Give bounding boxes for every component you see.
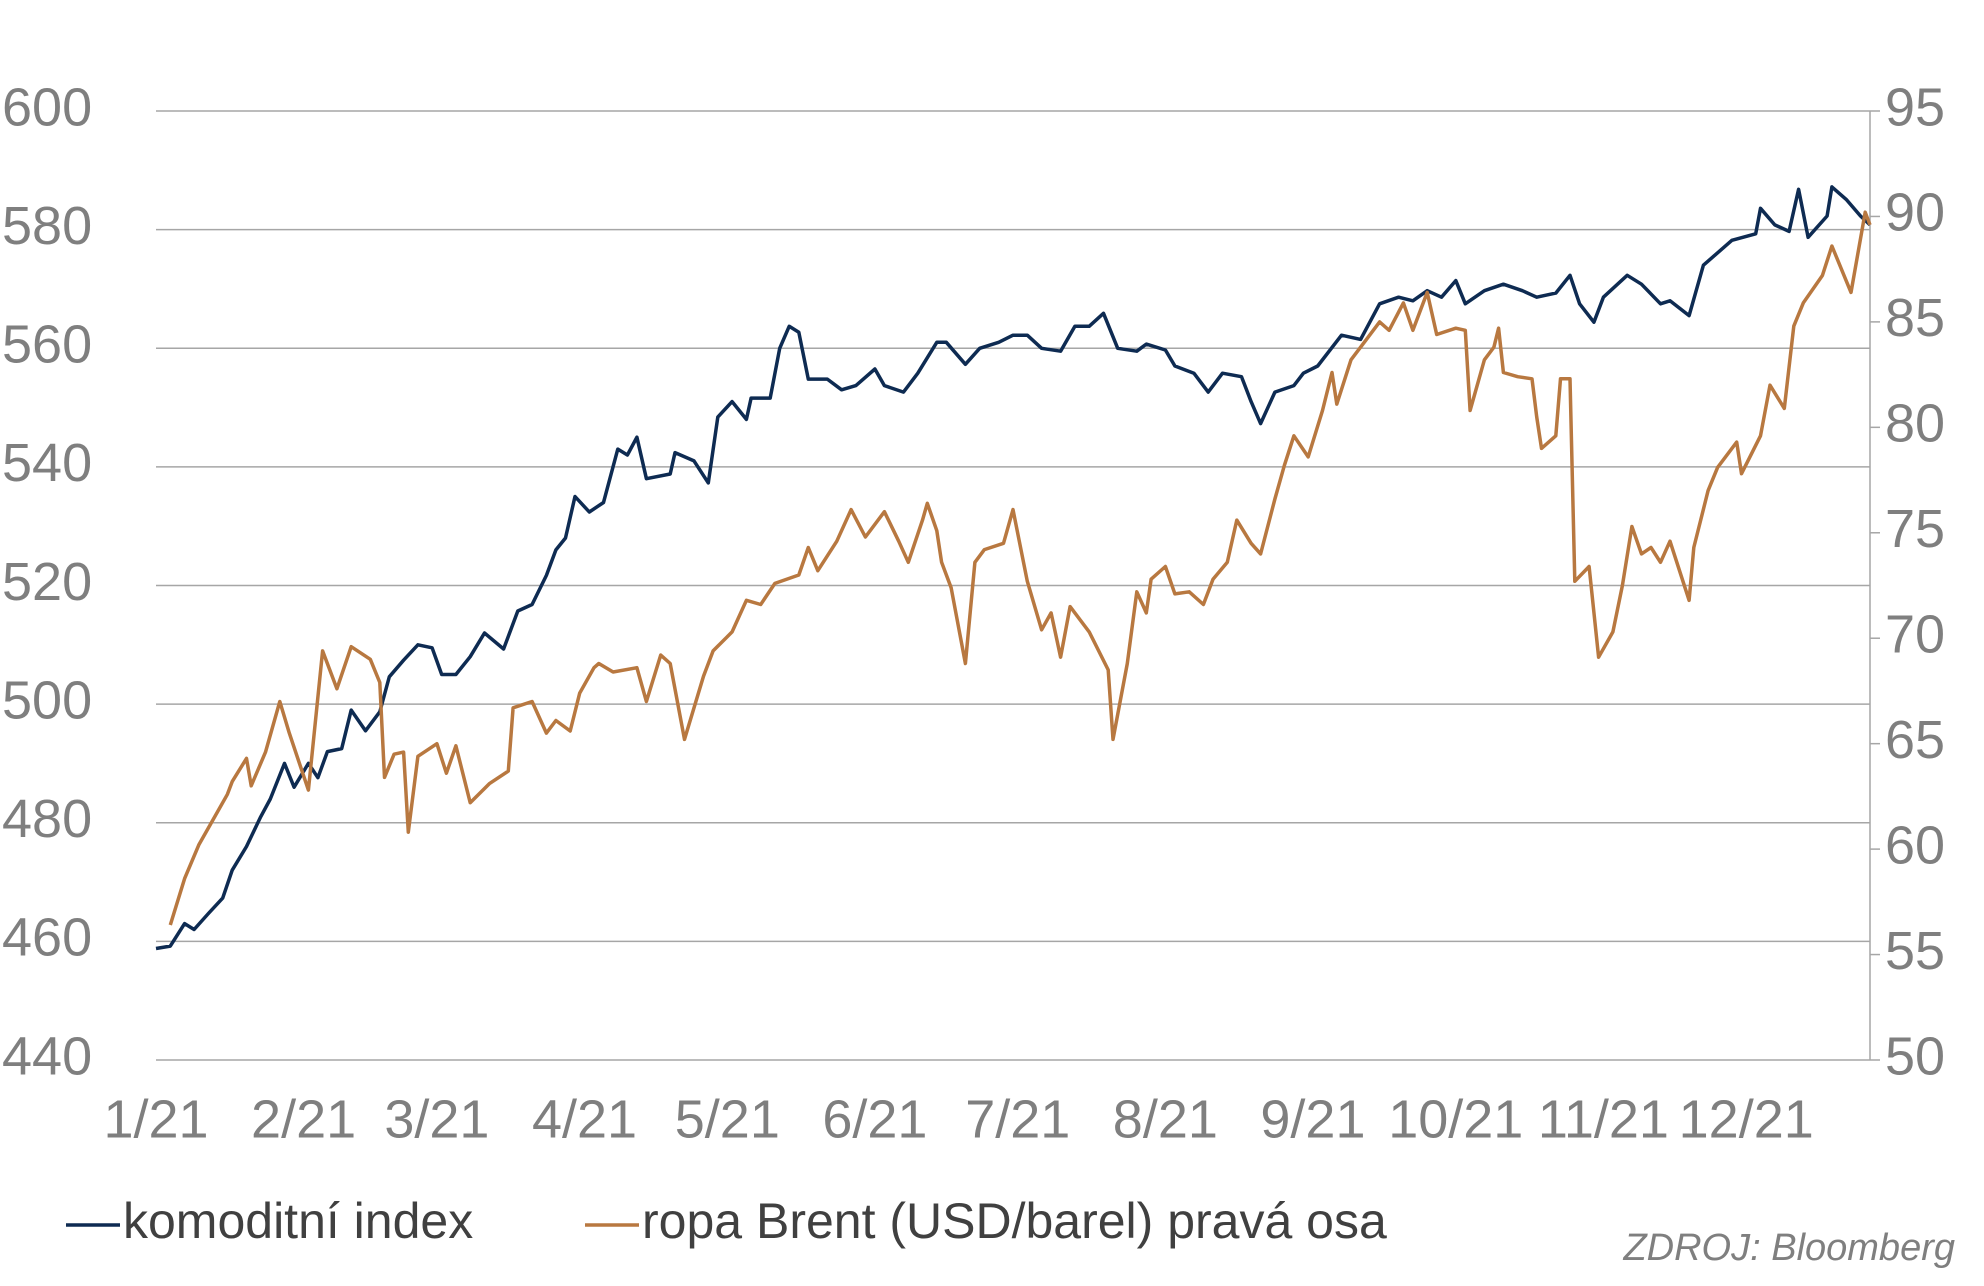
- x-tick-label: 6/21: [822, 1089, 927, 1149]
- x-tick-label: 12/21: [1679, 1089, 1814, 1149]
- x-tick-label: 3/21: [384, 1089, 489, 1149]
- x-tick-label: 1/21: [103, 1089, 208, 1149]
- source-note: ZDROJ: Bloomberg: [1622, 1227, 1955, 1269]
- y-tick-label: 440: [2, 1026, 92, 1086]
- y2-tick-label: 85: [1885, 288, 1945, 348]
- x-tick-label: 5/21: [675, 1089, 780, 1149]
- series-line: [168, 210, 1872, 926]
- y2-tick-label: 95: [1885, 77, 1945, 137]
- x-tick-label: 4/21: [532, 1089, 637, 1149]
- y2-tick-label: 50: [1885, 1026, 1945, 1086]
- y-tick-label: 580: [2, 196, 92, 256]
- y2-tick-label: 55: [1885, 921, 1945, 981]
- x-tick-label: 9/21: [1260, 1089, 1365, 1149]
- x-tick-label: 7/21: [965, 1089, 1070, 1149]
- y-tick-label: 540: [2, 433, 92, 493]
- y2-tick-label: 70: [1885, 604, 1945, 664]
- legend-label: ropa Brent (USD/barel) pravá osa: [642, 1193, 1387, 1249]
- y-tick-label: 480: [2, 789, 92, 849]
- x-tick-label: 10/21: [1388, 1089, 1523, 1149]
- y2-tick-label: 90: [1885, 183, 1945, 243]
- y-tick-label: 560: [2, 315, 92, 375]
- y-tick-label: 460: [2, 908, 92, 968]
- y2-tick-label: 60: [1885, 815, 1945, 875]
- y2-tick-label: 80: [1885, 394, 1945, 454]
- series-line: [155, 185, 1872, 951]
- y2-tick-label: 65: [1885, 710, 1945, 770]
- x-tick-label: 8/21: [1113, 1089, 1218, 1149]
- y-tick-label: 520: [2, 552, 92, 612]
- x-tick-label: 2/21: [251, 1089, 356, 1149]
- y-tick-label: 500: [2, 670, 92, 730]
- y-tick-label: 600: [2, 77, 92, 137]
- y2-tick-label: 75: [1885, 499, 1945, 559]
- legend-label: komoditní index: [123, 1193, 473, 1249]
- x-tick-label: 11/21: [1538, 1089, 1669, 1149]
